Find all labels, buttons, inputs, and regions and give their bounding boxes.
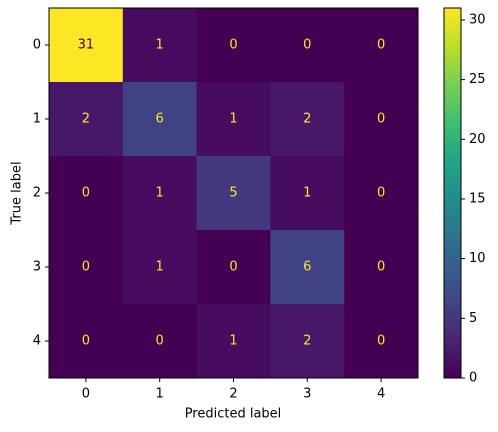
cell-value-label: 0 — [377, 186, 385, 201]
y-tick-label: 1 — [33, 112, 41, 127]
heatmap-cell — [196, 230, 271, 305]
heatmap-cell — [49, 82, 124, 157]
cell-value-label: 1 — [229, 112, 237, 127]
heatmap-cell — [49, 304, 124, 379]
cell-value-label: 0 — [377, 334, 385, 349]
colorbar — [443, 7, 462, 379]
heatmap-cell — [344, 156, 419, 231]
heatmap-cell — [122, 304, 198, 379]
heatmap-cell — [344, 304, 419, 379]
heatmap-cell — [122, 230, 198, 305]
colorbar-tick-label: 5 — [469, 311, 477, 326]
colorbar-tick-label: 25 — [469, 72, 486, 87]
heatmap-cell — [196, 8, 271, 83]
x-tick-label: 4 — [377, 387, 385, 402]
y-tick-label: 3 — [33, 260, 41, 275]
heatmap-cell — [270, 156, 345, 231]
cell-value-label: 1 — [156, 260, 164, 275]
cell-value-label: 0 — [303, 38, 311, 53]
heatmap-cell — [196, 82, 271, 157]
heatmap-cell — [49, 156, 124, 231]
cell-value-label: 0 — [82, 260, 90, 275]
colorbar-tick-label: 10 — [469, 251, 486, 266]
colorbar-tick-label: 30 — [469, 12, 486, 27]
cell-value-label: 2 — [303, 334, 311, 349]
colorbar-tick-label: 15 — [469, 191, 486, 206]
x-tick-label: 3 — [303, 387, 311, 402]
heatmap-cell — [344, 230, 419, 305]
heatmap-cell — [270, 8, 345, 83]
heatmap-cell — [122, 156, 198, 231]
cell-value-label: 0 — [377, 38, 385, 53]
cell-value-label: 0 — [82, 186, 90, 201]
heatmap-cell — [49, 230, 124, 305]
x-tick-label: 0 — [82, 387, 90, 402]
cell-value-label: 0 — [229, 38, 237, 53]
heatmap-cell — [196, 156, 271, 231]
cell-value-label: 2 — [303, 112, 311, 127]
cell-value-label: 0 — [377, 112, 385, 127]
colorbar-tick-label: 20 — [469, 132, 486, 147]
cell-value-label: 0 — [377, 260, 385, 275]
x-tick-label: 2 — [229, 387, 237, 402]
y-tick-label: 2 — [33, 186, 41, 201]
y-axis-label: True label — [10, 161, 25, 225]
heatmap-cell — [196, 304, 271, 379]
heatmap-cell — [270, 230, 345, 305]
cell-value-label: 0 — [82, 334, 90, 349]
cell-value-label: 31 — [78, 38, 95, 53]
x-axis-label: Predicted label — [185, 407, 282, 422]
y-tick-label: 4 — [33, 334, 41, 349]
cell-value-label: 6 — [156, 112, 164, 127]
cell-value-label: 1 — [156, 186, 164, 201]
cell-value-label: 1 — [156, 38, 164, 53]
heatmap-cell — [270, 82, 345, 157]
heatmap-cell — [122, 8, 198, 83]
heatmap-cell — [344, 8, 419, 83]
y-tick-label: 0 — [33, 38, 41, 53]
x-tick-label: 1 — [156, 387, 164, 402]
cell-value-label: 1 — [229, 334, 237, 349]
cell-value-label: 5 — [229, 186, 237, 201]
heatmap-cell — [49, 8, 124, 83]
heatmap-cell — [270, 304, 345, 379]
colorbar-tick-label: 0 — [469, 371, 477, 386]
heatmap-cell — [122, 82, 198, 157]
cell-value-label: 0 — [229, 260, 237, 275]
cell-value-label: 6 — [303, 260, 311, 275]
cell-value-label: 0 — [156, 334, 164, 349]
cell-value-label: 2 — [82, 112, 90, 127]
heatmap-cell — [344, 82, 419, 157]
cell-value-label: 1 — [303, 186, 311, 201]
